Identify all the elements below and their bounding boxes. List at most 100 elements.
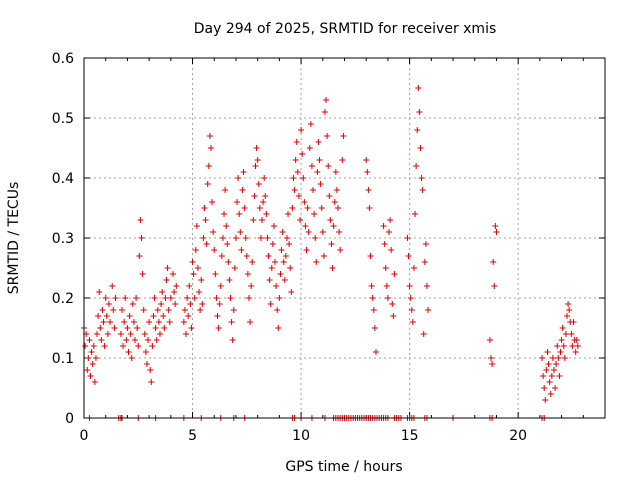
data-point — [410, 265, 417, 271]
data-point — [273, 283, 280, 289]
x-tick-label: 20 — [509, 428, 527, 444]
data-point — [145, 337, 152, 343]
data-point — [542, 397, 549, 403]
data-point — [146, 319, 153, 325]
data-point — [368, 283, 375, 289]
data-point — [303, 247, 310, 253]
data-point — [380, 223, 387, 229]
data-point — [151, 295, 158, 301]
data-point — [266, 277, 273, 283]
data-point — [333, 187, 340, 193]
data-point — [574, 343, 581, 349]
data-point — [386, 229, 393, 235]
data-point — [288, 289, 295, 295]
data-point — [381, 241, 388, 247]
data-point — [180, 319, 187, 325]
x-tick-label: 5 — [188, 428, 197, 444]
data-point — [134, 325, 141, 331]
data-point — [216, 301, 223, 307]
data-point — [173, 283, 180, 289]
data-point — [262, 193, 269, 199]
data-point — [259, 217, 266, 223]
data-point — [238, 247, 245, 253]
data-point — [318, 205, 325, 211]
data-point — [257, 235, 264, 241]
data-point — [194, 265, 201, 271]
data-point — [306, 145, 313, 151]
data-point — [253, 145, 260, 151]
data-point — [136, 253, 143, 259]
data-point — [315, 139, 322, 145]
data-point — [209, 199, 216, 205]
x-axis-label: GPS time / hours — [285, 459, 402, 475]
data-point — [408, 307, 415, 313]
data-point — [149, 343, 156, 349]
data-point — [160, 313, 167, 319]
data-point — [104, 331, 111, 337]
data-point — [140, 307, 147, 313]
data-point — [232, 235, 239, 241]
data-point — [406, 283, 413, 289]
data-point — [422, 241, 429, 247]
data-point — [328, 241, 335, 247]
data-point — [225, 259, 232, 265]
data-point — [86, 337, 93, 343]
data-point — [417, 145, 424, 151]
data-point — [279, 229, 286, 235]
data-point — [245, 295, 252, 301]
data-point — [133, 295, 140, 301]
data-point — [365, 187, 372, 193]
data-point — [382, 265, 389, 271]
data-point — [141, 331, 148, 337]
data-point — [138, 235, 145, 241]
data-point — [493, 229, 500, 235]
data-point — [308, 163, 315, 169]
data-point — [553, 361, 560, 367]
data-point — [247, 319, 254, 325]
data-point — [312, 235, 319, 241]
data-point — [185, 313, 192, 319]
data-point — [405, 253, 412, 259]
data-point — [490, 259, 497, 265]
data-point — [158, 301, 165, 307]
data-point — [94, 331, 101, 337]
data-point — [302, 223, 309, 229]
data-point — [242, 235, 249, 241]
data-point — [556, 373, 563, 379]
data-point — [150, 313, 157, 319]
data-point — [336, 229, 343, 235]
data-point — [339, 157, 346, 163]
y-tick-label: 0.1 — [52, 351, 74, 367]
data-point — [155, 319, 162, 325]
data-point — [227, 295, 234, 301]
data-point — [219, 235, 226, 241]
data-point — [147, 367, 154, 373]
data-point — [103, 313, 110, 319]
data-point — [239, 187, 246, 193]
data-point — [561, 355, 568, 361]
data-point — [121, 319, 128, 325]
data-point — [117, 331, 124, 337]
y-tick-label: 0 — [65, 411, 74, 427]
data-point — [560, 343, 567, 349]
data-point — [124, 325, 131, 331]
y-tick-label: 0.5 — [52, 111, 74, 127]
data-point — [84, 367, 91, 373]
data-point — [235, 175, 242, 181]
data-point — [320, 253, 327, 259]
data-point — [228, 319, 235, 325]
data-point — [205, 163, 212, 169]
data-point — [252, 163, 259, 169]
data-point — [162, 295, 169, 301]
data-point — [224, 241, 231, 247]
data-point — [364, 169, 371, 175]
data-point — [164, 265, 171, 271]
data-point — [296, 217, 303, 223]
data-point — [100, 319, 107, 325]
data-point — [489, 361, 496, 367]
data-point — [541, 385, 548, 391]
data-point — [128, 355, 135, 361]
data-point — [95, 313, 102, 319]
data-point — [201, 205, 208, 211]
